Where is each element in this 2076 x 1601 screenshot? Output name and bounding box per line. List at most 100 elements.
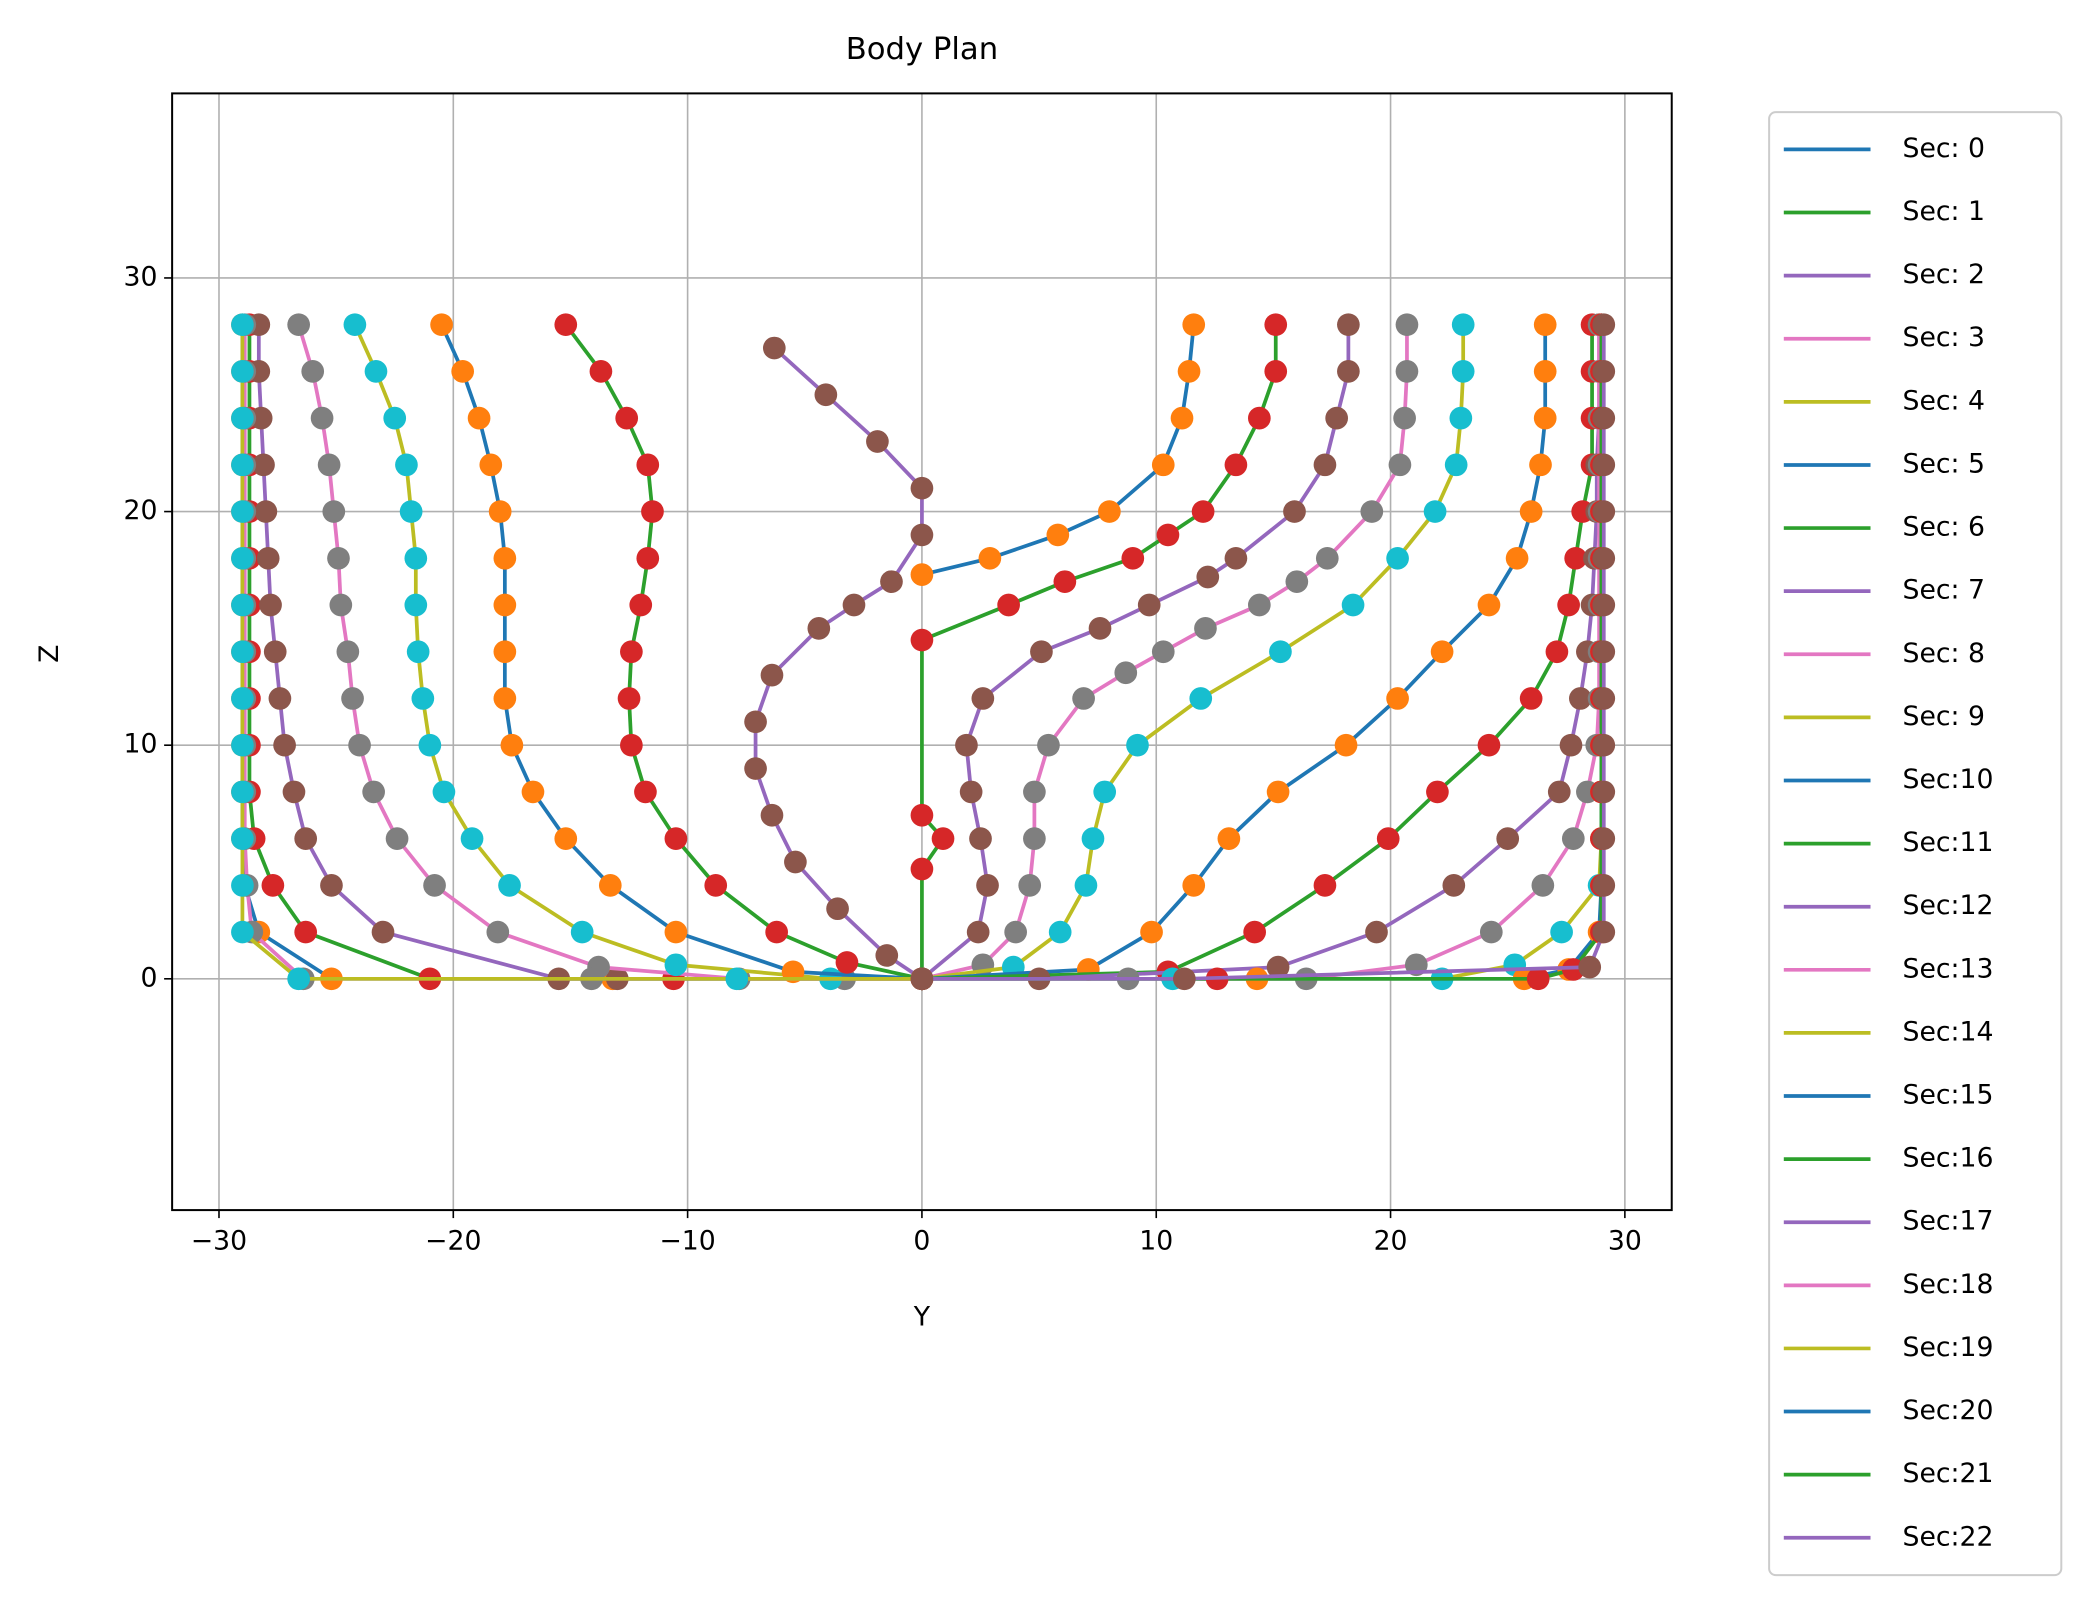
section-point <box>1196 565 1220 589</box>
section-point <box>488 500 512 523</box>
section-point <box>327 546 350 570</box>
section-point <box>1247 593 1271 617</box>
section-point <box>1337 313 1360 337</box>
section-point <box>1018 874 1042 897</box>
ticks: −30 −20 −10 0 10 20 30 0 10 20 30 <box>123 261 1641 1256</box>
section-point <box>231 920 254 944</box>
section-point <box>910 628 934 652</box>
section-point <box>493 546 517 570</box>
section-point <box>910 967 934 991</box>
section-point <box>1194 617 1217 640</box>
section-point <box>1023 780 1046 804</box>
legend-label: Sec:18 <box>1903 1269 1994 1300</box>
x-tick-label: 20 <box>1374 1226 1408 1257</box>
legend: Sec: 0 Sec: 1 Sec: 2 Sec: 3 Sec: 4 Sec: 5 Sec:… <box>1768 111 2063 1577</box>
section-line <box>921 324 1594 981</box>
section-line <box>564 323 923 981</box>
section-point <box>634 780 657 804</box>
legend-label: Sec: 7 <box>1903 575 1985 606</box>
section-point <box>1030 640 1053 664</box>
section-point <box>1334 733 1358 757</box>
section-point <box>1173 967 1196 991</box>
section-point <box>1098 500 1121 523</box>
x-tick-label: 30 <box>1608 1226 1642 1257</box>
section-point <box>976 874 999 897</box>
section-line <box>753 346 924 981</box>
section-point <box>807 617 831 640</box>
section-point <box>910 476 934 500</box>
section-point <box>231 313 254 337</box>
section-point <box>263 640 287 664</box>
section-point <box>1341 593 1365 617</box>
section-point <box>589 360 613 383</box>
section-point <box>385 827 409 850</box>
section-point <box>1264 313 1288 337</box>
section-point <box>294 920 318 944</box>
section-point <box>231 593 254 617</box>
section-point <box>636 453 660 477</box>
section-point <box>1046 523 1070 547</box>
section-point <box>322 500 346 523</box>
section-point <box>1557 593 1580 617</box>
section-point <box>1519 687 1543 710</box>
section-point <box>1182 874 1206 897</box>
section-point <box>1121 546 1145 570</box>
section-point <box>1395 360 1419 383</box>
legend-box <box>1768 111 2063 1577</box>
section-point <box>231 453 254 477</box>
section-point <box>1592 406 1616 430</box>
section-point <box>406 640 430 664</box>
section-point <box>1224 453 1248 477</box>
section-point <box>1533 313 1557 337</box>
section-point <box>343 313 367 337</box>
section-point <box>1376 827 1400 850</box>
section-point <box>704 874 728 897</box>
section-point <box>1592 453 1616 477</box>
section-point <box>1074 874 1098 897</box>
section-point <box>418 733 442 757</box>
chart-title: Body Plan <box>846 32 998 67</box>
section-point <box>1578 955 1602 979</box>
section-point <box>969 827 992 850</box>
section-point <box>399 500 423 523</box>
section-point <box>762 336 786 360</box>
section-point <box>1337 360 1360 383</box>
legend-label: Sec:15 <box>1903 1080 1994 1111</box>
section-point <box>760 803 784 827</box>
section-point <box>744 757 767 780</box>
section-point <box>259 593 282 617</box>
section-point <box>1533 360 1557 383</box>
section-point <box>1191 500 1215 523</box>
legend-label: Sec: 8 <box>1903 638 1985 669</box>
x-tick-label: −30 <box>191 1226 247 1257</box>
section-point <box>252 453 275 477</box>
section-point <box>826 897 849 921</box>
section-point <box>1451 360 1475 383</box>
section-point <box>1559 733 1583 757</box>
section-point <box>1592 827 1616 850</box>
section-point <box>620 640 643 664</box>
section-point <box>931 827 955 850</box>
legend-label: Sec:11 <box>1903 827 1994 858</box>
section-point <box>1140 920 1163 944</box>
section-line <box>439 323 923 981</box>
section-point <box>1444 453 1468 477</box>
legend-label: Sec:10 <box>1903 764 1994 795</box>
x-tick-label: 10 <box>1139 1226 1173 1257</box>
section-point <box>1592 780 1616 804</box>
legend-label: Sec: 4 <box>1903 385 1985 416</box>
legend-label: Sec:20 <box>1903 1395 1994 1426</box>
section-point <box>880 570 903 593</box>
section-point <box>231 687 254 710</box>
x-tick-label: −20 <box>425 1226 481 1257</box>
legend-label: Sec:21 <box>1903 1458 1994 1489</box>
section-point <box>1561 827 1585 850</box>
section-point <box>1313 874 1337 897</box>
section-point <box>348 733 371 757</box>
section-point <box>1477 733 1501 757</box>
section-point <box>231 500 254 523</box>
section-point <box>231 546 254 570</box>
section-point <box>460 827 484 850</box>
